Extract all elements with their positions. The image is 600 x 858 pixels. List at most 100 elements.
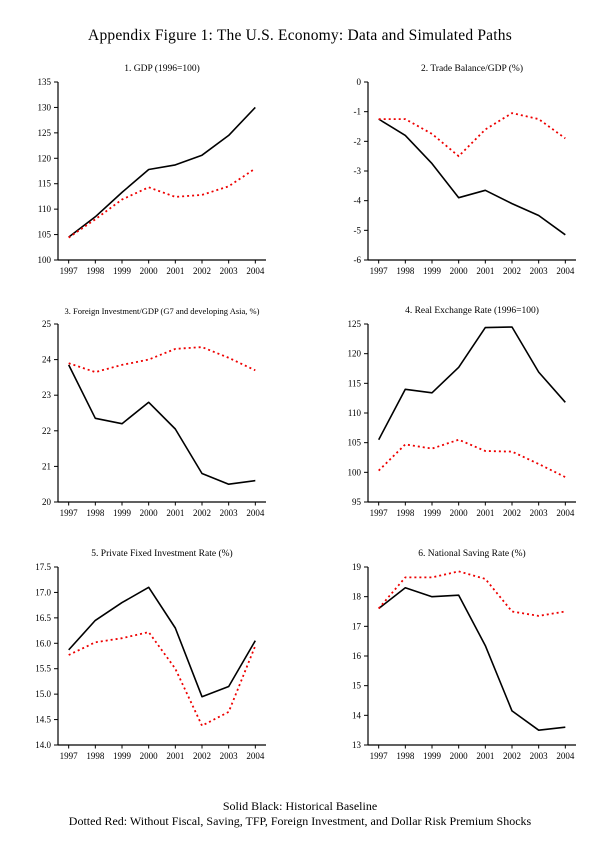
y-tick-label: -1 [354, 107, 362, 117]
series-baseline-line [67, 364, 256, 485]
y-tick-label: 21 [42, 461, 51, 471]
x-tick-label: 1999 [113, 508, 132, 518]
y-tick-label: 100 [348, 467, 362, 477]
y-tick-label: 17.5 [35, 563, 51, 572]
series-counterfactual-line [378, 570, 566, 617]
x-tick-label: 2003 [220, 266, 239, 276]
x-tick-label: 2001 [166, 751, 184, 761]
y-tick-label: 105 [348, 438, 362, 448]
y-tick-label: 95 [352, 497, 362, 507]
x-tick-label: 2001 [476, 751, 494, 761]
y-tick-label: 135 [38, 78, 52, 87]
x-tick-label: 2002 [503, 751, 521, 761]
x-tick-label: 2003 [220, 751, 239, 761]
x-tick-label: 1999 [423, 751, 442, 761]
x-tick-label: 1997 [370, 508, 389, 518]
x-tick-label: 1999 [113, 751, 132, 761]
y-tick-label: 22 [42, 426, 51, 436]
y-tick-label: 15.0 [35, 689, 51, 699]
x-tick-label: 1997 [370, 266, 389, 276]
y-tick-label: 25 [42, 320, 52, 329]
x-tick-label: 2002 [193, 266, 211, 276]
y-tick-label: 17.0 [35, 587, 51, 597]
y-tick-label: 17 [352, 621, 362, 631]
chart-foreign-investment: 3. Foreign Investment/GDP (G7 and develo… [18, 306, 278, 520]
y-tick-label: 16.5 [35, 613, 51, 623]
series-counterfactual-line [378, 438, 566, 478]
series-counterfactual-line [68, 346, 256, 373]
y-tick-label: 18 [352, 592, 362, 602]
x-tick-label: 1997 [60, 508, 79, 518]
chart-foreign-investment-plot: 20 21 22 23 24 25 1997 1998 1999 2000 2001 2002 2003… [42, 320, 266, 518]
x-tick-label: 2000 [450, 266, 469, 276]
x-tick-label: 2001 [166, 266, 184, 276]
y-tick-label: 120 [38, 153, 52, 163]
chart-national-saving: 6. National Saving Rate (%) 13 14 15 16 17 18… [328, 549, 588, 763]
x-tick-label: 1997 [60, 266, 79, 276]
x-tick-label: 2003 [530, 508, 549, 518]
y-tick-label: 13 [352, 740, 362, 750]
y-tick-label: 110 [38, 204, 52, 214]
y-tick-label: 0 [357, 78, 362, 87]
y-tick-label: 130 [38, 102, 52, 112]
x-tick-label: 1998 [396, 751, 415, 761]
y-tick-label: -3 [354, 166, 362, 176]
x-tick-label: 1998 [396, 508, 415, 518]
series-baseline-line [68, 586, 256, 698]
y-tick-label: 19 [352, 563, 362, 572]
x-tick-label: 2004 [246, 508, 264, 518]
x-tick-label: 1999 [113, 266, 132, 276]
y-tick-label: 125 [348, 320, 362, 329]
series-baseline-line [378, 118, 566, 236]
y-tick-label: 14.0 [35, 740, 51, 750]
x-tick-label: 1998 [396, 266, 415, 276]
x-tick-label: 1999 [423, 266, 442, 276]
x-tick-label: 2001 [476, 266, 494, 276]
y-tick-label: -6 [354, 255, 362, 265]
y-tick-label: -5 [354, 225, 362, 235]
x-tick-label: 2000 [450, 751, 469, 761]
chart-private-fixed-investment-title: 5. Private Fixed Investment Rate (%) [91, 549, 233, 559]
chart-national-saving-title: 6. National Saving Rate (%) [418, 549, 526, 559]
x-tick-label: 2003 [220, 508, 239, 518]
chart-gdp-plot: 100 105 110 115 120 125 130 135 1997 1998 1999 2000… [38, 78, 266, 276]
y-tick-label: 14 [352, 710, 362, 720]
x-tick-label: 2000 [140, 508, 159, 518]
series-baseline-line [377, 326, 566, 441]
x-tick-label: 1998 [86, 751, 105, 761]
chart-trade-balance: 2. Trade Balance/GDP (%) -6 -5 -4 -3 -2 -1 0 19… [328, 64, 588, 278]
x-tick-label: 2003 [530, 751, 549, 761]
series-counterfactual-line [378, 112, 566, 158]
x-tick-label: 2002 [193, 751, 211, 761]
y-tick-label: 16 [352, 651, 362, 661]
x-tick-label: 2003 [530, 266, 549, 276]
series-baseline-line [68, 106, 256, 238]
x-tick-label: 2002 [503, 266, 521, 276]
chart-gdp: 1. GDP (1996=100) 100 105 110 115 120 125 130 1… [18, 64, 278, 278]
y-tick-label: -2 [354, 136, 362, 146]
x-tick-label: 2000 [140, 266, 159, 276]
figure-title: Appendix Figure 1: The U.S. Economy: Dat… [88, 27, 512, 44]
x-tick-label: 2004 [246, 266, 264, 276]
x-tick-label: 2001 [476, 508, 494, 518]
y-tick-label: 24 [42, 355, 52, 365]
x-tick-label: 2002 [193, 508, 211, 518]
x-tick-label: 2004 [246, 751, 264, 761]
y-tick-label: 16.0 [35, 638, 51, 648]
y-tick-label: 125 [38, 128, 52, 138]
y-tick-label: 115 [348, 378, 362, 388]
chart-real-exchange-rate-title: 4. Real Exchange Rate (1996=100) [405, 306, 539, 316]
x-tick-label: 2002 [503, 508, 521, 518]
legend: Solid Black: Historical Baseline Dotted … [0, 799, 600, 829]
series-counterfactual-line [68, 631, 257, 727]
x-tick-label: 1997 [60, 751, 79, 761]
series-counterfactual-line [68, 167, 256, 239]
legend-baseline-label: Solid Black: Historical Baseline [222, 799, 378, 813]
chart-trade-balance-title: 2. Trade Balance/GDP (%) [420, 64, 524, 74]
y-tick-label: 14.5 [35, 715, 51, 725]
series-baseline-line [378, 586, 566, 731]
x-tick-label: 1997 [370, 751, 389, 761]
chart-real-exchange-rate: 4. Real Exchange Rate (1996=100) 95 100 10… [328, 306, 588, 520]
y-tick-label: -4 [354, 196, 362, 206]
